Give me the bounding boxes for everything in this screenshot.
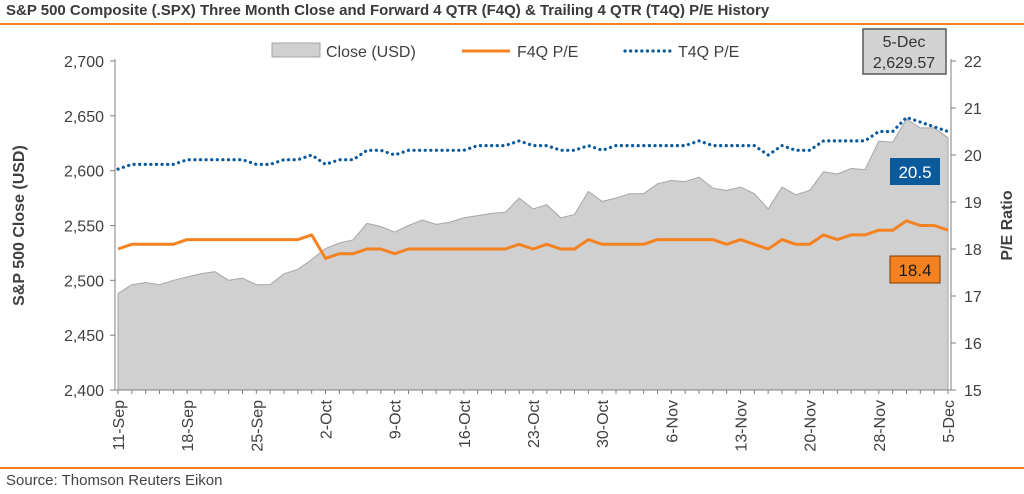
chart-svg: 2,400 2,450 2,500 2,550 2,600 2,650 2,700 15 16 1… [11, 28, 1016, 452]
t4q-callout-box [890, 158, 940, 185]
x-tick-label: 23-Oct [526, 399, 543, 448]
t4q-pe-line [116, 115, 950, 171]
x-tick-label: 11-Sep [111, 400, 128, 451]
chart-title: S&P 500 Composite (.SPX) Three Month Clo… [6, 2, 770, 19]
close-area-series [117, 118, 949, 391]
x-tick-label: 6-Nov [664, 400, 681, 443]
legend: Close (USD) F4Q P/E T4Q P/E [271, 42, 739, 61]
right-tick-label: 18 [964, 242, 982, 259]
close-area-layer [117, 118, 949, 391]
source-note: Source: Thomson Reuters Eikon [6, 472, 223, 489]
last-close-callout-value: 2,629.57 [873, 55, 935, 72]
last-close-callout-date: 5-Dec [883, 34, 926, 51]
bottom-accent-rule [0, 467, 1024, 469]
pe-lines-layer [116, 115, 950, 260]
x-tick-label: 28-Nov [872, 400, 889, 452]
right-axis-title: P/E Ratio [999, 190, 1016, 260]
left-tick-label: 2,700 [64, 54, 104, 71]
left-tick-label: 2,450 [64, 328, 104, 345]
x-tick-label: 20-Nov [803, 400, 820, 452]
legend-close-swatch [271, 42, 321, 58]
x-tick-label: 30-Oct [595, 399, 612, 448]
legend-close-label: Close (USD) [326, 44, 416, 61]
left-tick-label: 2,550 [64, 219, 104, 236]
top-accent-rule [0, 23, 1024, 25]
right-tick-label: 20 [964, 148, 982, 165]
right-tick-label: 22 [964, 54, 982, 71]
left-axis-title: S&P 500 Close (USD) [11, 145, 28, 306]
x-tick-label: 25-Sep [249, 400, 266, 452]
axes-layer: 2,400 2,450 2,500 2,550 2,600 2,650 2,700 15 16 1… [11, 54, 1016, 452]
left-tick-label: 2,500 [64, 273, 104, 290]
f4q-callout-value: 18.4 [898, 261, 931, 280]
x-tick-label: 9-Oct [388, 399, 405, 439]
right-tick-label: 19 [964, 195, 982, 212]
x-tick-label: 5-Dec [941, 400, 958, 443]
f4q-callout-box [889, 255, 941, 284]
f4q-pe-line [117, 219, 949, 260]
t4q-callout-value: 20.5 [898, 163, 931, 182]
right-tick-label: 15 [964, 383, 982, 400]
legend-t4q-label: T4Q P/E [678, 44, 739, 61]
right-tick-label: 21 [964, 101, 982, 118]
left-tick-label: 2,400 [64, 383, 104, 400]
x-tick-label: 13-Nov [734, 400, 751, 452]
x-tick-label: 2-Oct [319, 399, 336, 439]
right-tick-label: 17 [964, 289, 982, 306]
last-close-callout-box [862, 28, 947, 75]
left-tick-label: 2,650 [64, 109, 104, 126]
right-tick-label: 16 [964, 336, 982, 353]
x-tick-label: 18-Sep [180, 400, 197, 452]
callouts-layer: 5-Dec 2,629.57 20.5 18.4 [862, 28, 947, 284]
legend-f4q-label: F4Q P/E [517, 44, 578, 61]
left-tick-label: 2,600 [64, 164, 104, 181]
x-tick-label: 16-Oct [457, 399, 474, 448]
